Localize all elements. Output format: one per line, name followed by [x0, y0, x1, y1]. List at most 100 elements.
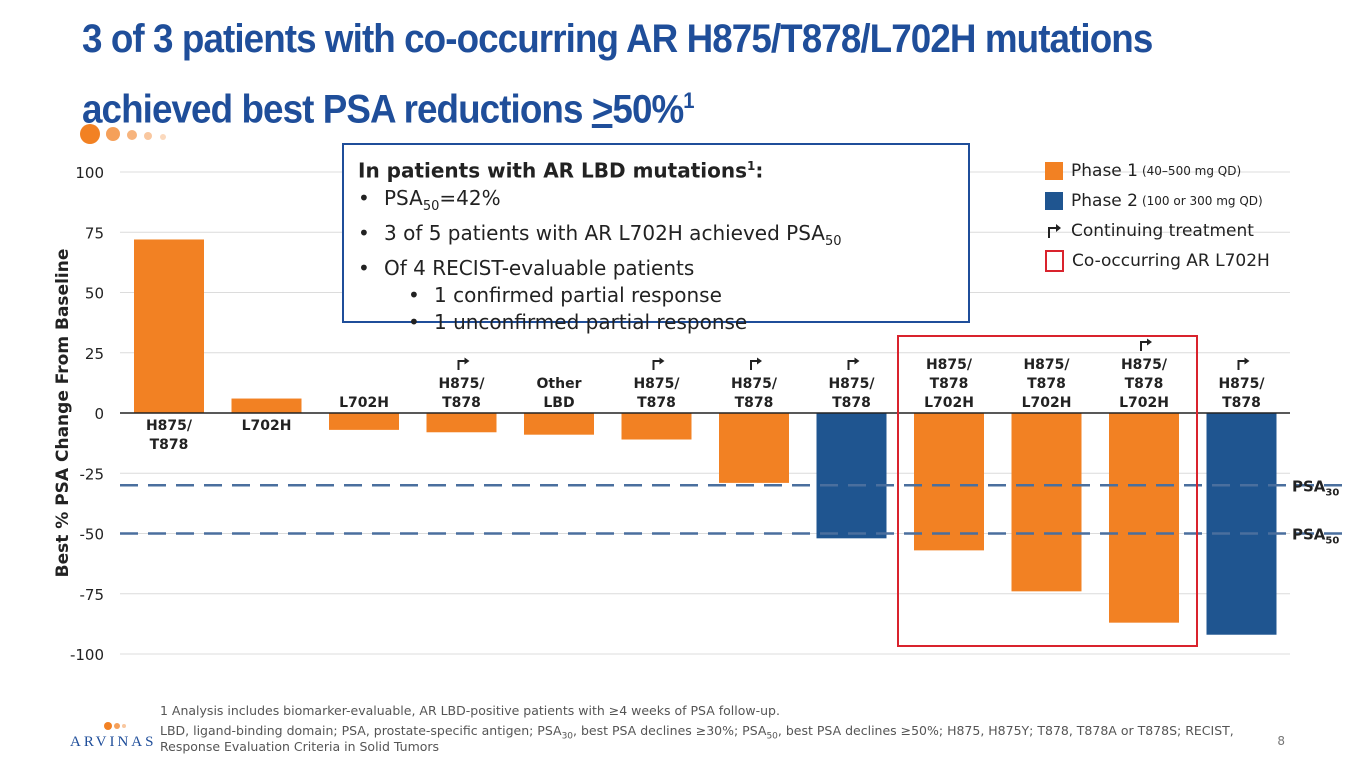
turn-right-arrow-icon: [457, 357, 470, 370]
turn-right-arrow-icon: [750, 357, 762, 370]
legend: Phase 1 (40–500 mg QD) Phase 2 (100 or 300…: [1045, 156, 1270, 276]
logo-dot-3: [122, 724, 126, 728]
title-percent: 50%: [612, 87, 684, 132]
b2-sub: 50: [824, 233, 842, 249]
turn-right-arrow-icon: [847, 357, 860, 370]
bar-label: H875/: [633, 376, 680, 392]
fn2a: LBD, ligand-binding domain; PSA, prostat…: [160, 723, 562, 738]
legend-phase1: Phase 1 (40–500 mg QD): [1045, 156, 1270, 186]
fn2e: , best PSA declines ≥50%; H875, H875Y; T…: [777, 723, 1234, 738]
turn-right-arrow-icon: [1048, 224, 1061, 238]
callout-subbullet-2: 1 unconfirmed partial response: [358, 309, 954, 336]
bar: [426, 413, 497, 433]
phase2-swatch: [1045, 192, 1063, 210]
bar-label: H875/: [146, 418, 193, 434]
y-tick-label: -25: [80, 465, 105, 483]
y-tick-label: -50: [80, 526, 105, 544]
legend-continuing-label: Continuing treatment: [1071, 221, 1254, 241]
title-ge-symbol: >: [591, 87, 614, 132]
footnote-3: Response Evaluation Criteria in Solid Tu…: [160, 739, 440, 754]
b2-prefix: 3 of 5 patients with AR L702H achieved P…: [384, 220, 825, 245]
threshold-label: PSA50: [1292, 526, 1339, 547]
turn-right-arrow-icon: [1237, 357, 1250, 370]
dot-3: [127, 130, 137, 140]
callout-heading: In patients with AR LBD mutations1:: [358, 153, 954, 185]
fn2c: , best PSA declines ≥30%; PSA: [573, 723, 767, 738]
fn2d: 50: [766, 731, 778, 742]
bar-label: T878: [1125, 376, 1164, 392]
bar-label: H875/: [828, 376, 875, 392]
callout-heading-colon: :: [755, 158, 764, 183]
bar-labels: H875/T878 L702H L702H H875/T878 Other LBD H875…: [146, 357, 1265, 453]
continuing-arrows: [457, 338, 1250, 370]
bar: [134, 239, 204, 413]
legend-phase2-dose: (100 or 300 mg QD): [1141, 194, 1263, 208]
callout-bullet-1: PSA50=42%: [358, 185, 954, 220]
bar-label: L702H: [242, 418, 292, 434]
bar: [1011, 413, 1082, 592]
y-tick-label: 25: [85, 345, 104, 363]
co-occurring-highlight-box: [897, 335, 1198, 647]
bar-label: T878: [637, 395, 676, 411]
footnote-1: 1 Analysis includes biomarker-evaluable,…: [160, 703, 780, 718]
page-number: 8: [1277, 734, 1285, 748]
b1-suffix: =42%: [439, 185, 501, 210]
bar-label: H875/: [731, 376, 778, 392]
title-line-1: 3 of 3 patients with co-occurring AR H87…: [82, 17, 1153, 61]
bar-label: L702H: [1022, 395, 1072, 411]
phase1-swatch: [1045, 162, 1063, 180]
bar: [816, 413, 887, 539]
logo-dot-2: [114, 723, 120, 729]
bar-label: T878: [832, 395, 871, 411]
y-tick-label: 50: [85, 285, 104, 303]
bar: [1206, 413, 1277, 635]
title-footnote-ref: 1: [683, 88, 694, 113]
bar-label: T878: [1222, 395, 1261, 411]
turn-right-arrow-icon: [1140, 338, 1152, 351]
y-tick-label: -100: [70, 646, 104, 664]
dot-4: [144, 132, 152, 140]
bar-label: T878: [930, 376, 969, 392]
bar-label: L702H: [1119, 395, 1169, 411]
bar: [621, 413, 692, 440]
fn2b: 30: [561, 731, 574, 742]
bar-label: H875/: [1218, 376, 1265, 392]
footnote-2: LBD, ligand-binding domain; PSA, prostat…: [160, 723, 1234, 745]
title-line-2-prefix: achieved best PSA reductions: [82, 87, 592, 132]
y-tick-label: -75: [80, 586, 105, 604]
slide-title: 3 of 3 patients with co-occurring AR H87…: [82, 8, 1204, 140]
bars: [134, 239, 1277, 635]
threshold-label: PSA30: [1292, 477, 1339, 498]
legend-phase2-label: Phase 2: [1071, 191, 1138, 211]
gridlines: [120, 171, 1290, 655]
dot-1: [80, 124, 100, 144]
bar-label: H875/: [438, 376, 485, 392]
legend-cooccurring-label: Co-occurring AR L702H: [1072, 251, 1270, 271]
bar-label: LBD: [543, 395, 574, 411]
bar: [1109, 413, 1179, 623]
psa-waterfall-chart: 100 75 50 25 0 -25 -50 -75 -100 Best % PSA Chang…: [53, 164, 1344, 664]
bar-label: T878: [1027, 376, 1066, 392]
cooccurring-swatch: [1045, 250, 1064, 272]
b1-sub: 50: [422, 198, 440, 214]
y-tick-label: 75: [85, 224, 104, 242]
callout-subbullet-1: 1 confirmed partial response: [358, 282, 954, 309]
bar-label: H875/: [1023, 357, 1070, 373]
bar: [329, 413, 399, 430]
callout-heading-sup: 1: [747, 159, 756, 173]
legend-continuing: Continuing treatment: [1045, 216, 1270, 246]
bar-label: T878: [150, 437, 189, 453]
bar: [914, 413, 984, 551]
lbd-mutations-callout: In patients with AR LBD mutations1: PSA5…: [342, 143, 970, 334]
legend-phase1-label: Phase 1: [1071, 161, 1138, 181]
callout-bullet-3: Of 4 RECIST-evaluable patients: [358, 255, 954, 282]
logo-text: ARVINAS: [70, 734, 157, 750]
dot-5: [160, 134, 166, 140]
logo-dot-1: [104, 722, 112, 730]
legend-phase2: Phase 2 (100 or 300 mg QD): [1045, 186, 1270, 216]
bar-label: T878: [735, 395, 774, 411]
b1-prefix: PSA: [384, 185, 423, 210]
callout-bullet-2: 3 of 5 patients with AR L702H achieved P…: [358, 220, 954, 255]
bar-label: L702H: [339, 395, 389, 411]
legend-cooccurring: Co-occurring AR L702H: [1045, 246, 1270, 276]
